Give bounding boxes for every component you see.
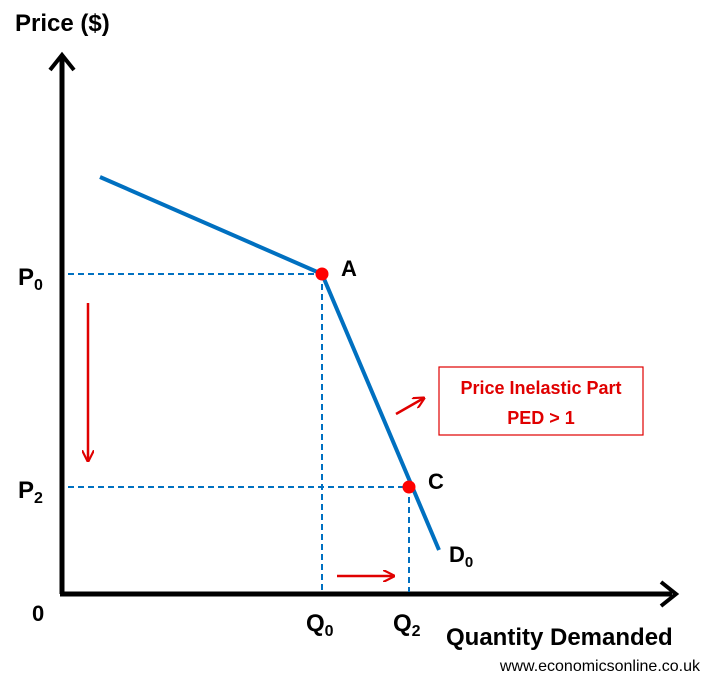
demand-curve-label: D0 xyxy=(449,542,473,571)
movement-arrows xyxy=(88,303,424,576)
annotation-pointer-arrow xyxy=(395,398,424,416)
x-axis-title: Quantity Demanded xyxy=(446,624,673,651)
guide-lines xyxy=(68,273,410,592)
origin-label: 0 xyxy=(32,601,44,626)
point-a-label: A xyxy=(341,256,357,281)
annotation-border xyxy=(438,366,644,436)
annotation-box: Price Inelastic Part PED > 1 xyxy=(438,366,644,436)
x-axis-arrowhead xyxy=(659,580,680,608)
q0-label: Q0 xyxy=(306,610,334,640)
y-axis-arrowhead xyxy=(48,51,76,72)
point-c xyxy=(402,480,416,494)
y-axis-title: Price ($) xyxy=(15,10,110,37)
annotation-line-2: PED > 1 xyxy=(507,408,575,428)
point-c-label: C xyxy=(428,469,444,494)
point-a xyxy=(315,267,329,281)
source-credit: www.economicsonline.co.uk xyxy=(499,658,701,675)
q2-label: Q2 xyxy=(393,610,421,640)
axes xyxy=(48,51,680,608)
p2-label: P2 xyxy=(18,477,43,507)
demand-curve xyxy=(99,175,441,551)
p0-label: P0 xyxy=(18,264,43,294)
annotation-line-1: Price Inelastic Part xyxy=(460,378,621,398)
